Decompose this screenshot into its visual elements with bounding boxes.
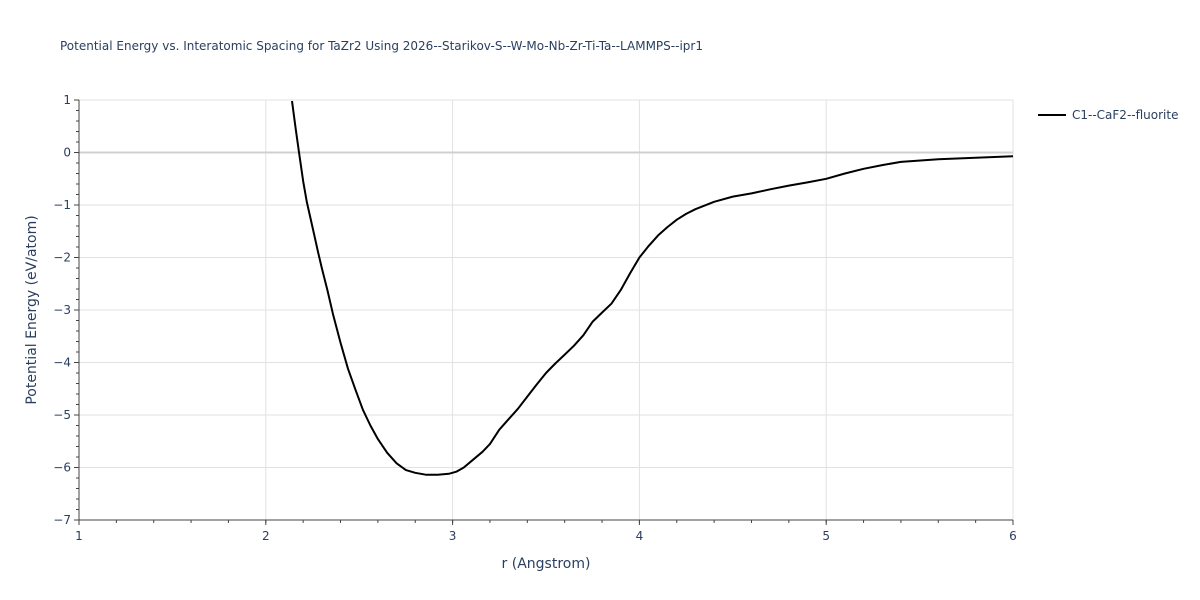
legend[interactable]: C1--CaF2--fluorite — [1038, 108, 1178, 122]
y-gridlines — [79, 99, 1013, 468]
y-tick-label: −2 — [53, 251, 71, 265]
chart-title: Potential Energy vs. Interatomic Spacing… — [60, 39, 703, 53]
series-line — [291, 100, 1014, 476]
x-tick-label: 2 — [262, 529, 270, 543]
legend-label: C1--CaF2--fluorite — [1072, 108, 1178, 122]
y-tick-label: 1 — [63, 93, 71, 107]
y-tick-label: −1 — [53, 198, 71, 212]
x-axis-title: r (Angstrom) — [502, 556, 591, 572]
x-tick-label: 5 — [822, 529, 830, 543]
y-tick-label: 0 — [63, 146, 71, 160]
y-tick-label: −3 — [53, 303, 71, 317]
y-tick-label: −5 — [53, 408, 71, 422]
y-axis-title: Potential Energy (eV/atom) — [24, 215, 40, 404]
x-tick-label: 4 — [636, 529, 644, 543]
x-tick-label: 1 — [75, 529, 83, 543]
y-axis-ticks: 1 0 −1 −2 −3 −4 −5 −6 −7 — [53, 93, 79, 527]
y-tick-label: −4 — [53, 356, 71, 370]
y-tick-label: −7 — [53, 513, 71, 527]
x-tick-label: 6 — [1009, 529, 1017, 543]
x-tick-label: 3 — [449, 529, 457, 543]
y-tick-label: −6 — [53, 461, 71, 475]
x-axis-ticks: 1 2 3 4 5 6 — [75, 520, 1017, 543]
series-layer — [291, 100, 1014, 476]
